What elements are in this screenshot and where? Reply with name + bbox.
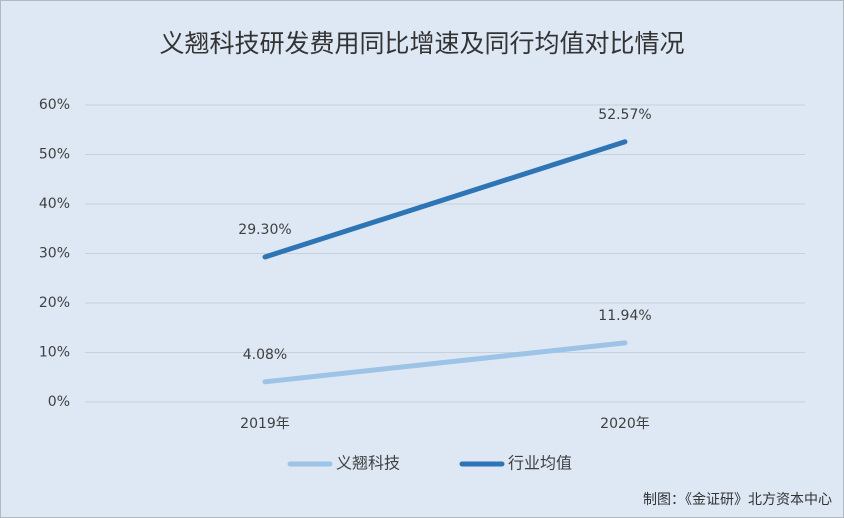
source-note: 制图：《金证研》北方资本中心	[643, 492, 832, 508]
data-label: 29.30%	[238, 222, 291, 238]
series-line	[262, 340, 628, 385]
legend-label: 行业均值	[508, 454, 572, 473]
series-line	[262, 139, 628, 260]
y-tick-label: 40%	[39, 196, 70, 212]
data-label: 52.57%	[598, 107, 651, 123]
x-tick-label: 2020年	[600, 416, 650, 432]
chart-title: 义翘科技研发费用同比增速及同行均值对比情况	[159, 29, 684, 58]
y-tick-label: 30%	[39, 246, 70, 262]
y-tick-label: 0%	[48, 394, 70, 410]
y-tick-label: 50%	[39, 147, 70, 163]
data-label: 11.94%	[598, 308, 651, 324]
y-tick-label: 20%	[39, 295, 70, 311]
y-tick-label: 10%	[39, 345, 70, 361]
legend-label: 义翘科技	[336, 454, 400, 473]
y-tick-label: 60%	[39, 97, 70, 113]
x-tick-label: 2019年	[240, 416, 290, 432]
data-label: 4.08%	[243, 347, 287, 363]
